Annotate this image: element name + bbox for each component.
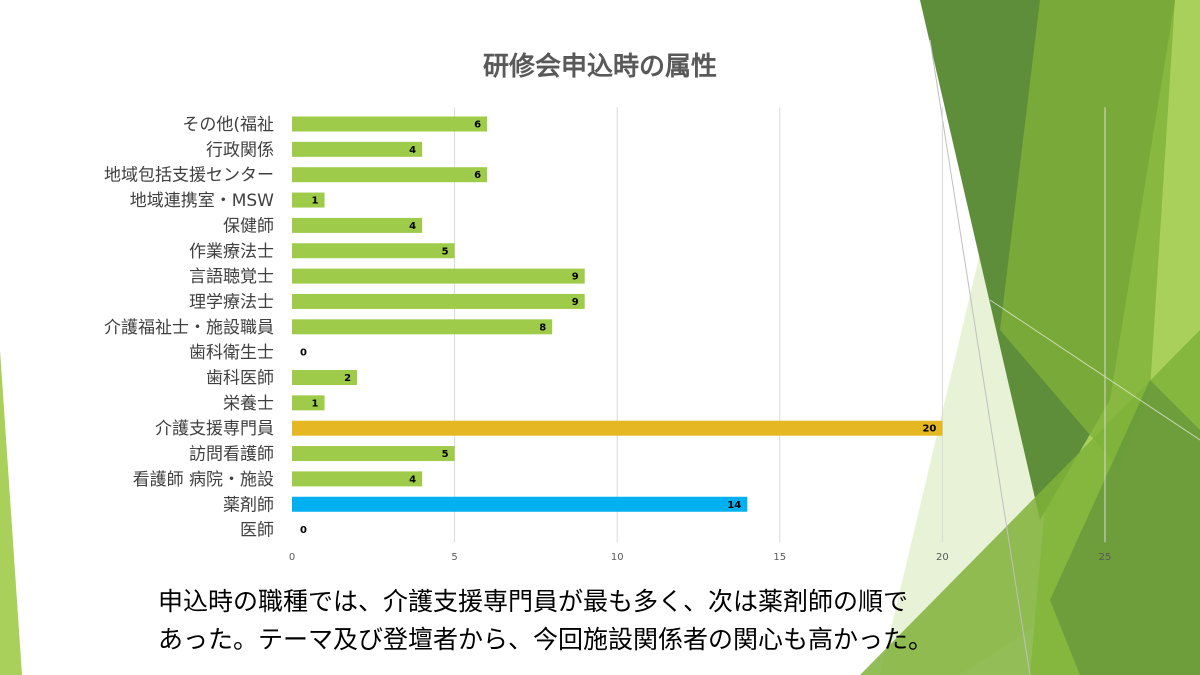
category-label: その他(福祉 bbox=[182, 115, 274, 135]
bar bbox=[292, 217, 423, 233]
category-label: 行政関係 bbox=[206, 140, 274, 160]
x-axis-ticks: 0 5 10 15 20 25 bbox=[289, 552, 1112, 563]
bar bbox=[292, 319, 553, 335]
bar bbox=[292, 116, 488, 132]
category-label: 理学療法士 bbox=[189, 292, 274, 312]
bar-value-label: 4 bbox=[409, 221, 416, 232]
category-label: 歯科医師 bbox=[206, 369, 274, 389]
bar bbox=[292, 370, 358, 385]
category-label: 看護師 病院・施設 bbox=[133, 470, 274, 490]
bar-value-label: 1 bbox=[312, 196, 319, 207]
x-tick-label: 5 bbox=[451, 552, 457, 563]
deco-line bbox=[989, 299, 1200, 441]
bar-value-label: 1 bbox=[312, 398, 319, 409]
slide-caption: 申込時の職種では、介護支援専門員が最も多く、次は薬剤師の順で あった。テーマ及び… bbox=[158, 583, 1098, 659]
bar bbox=[292, 496, 748, 512]
x-tick-label: 15 bbox=[773, 552, 786, 563]
bar bbox=[292, 243, 455, 259]
bar-value-label: 4 bbox=[409, 145, 416, 156]
bar bbox=[292, 293, 585, 309]
bar-value-label: 9 bbox=[572, 272, 579, 283]
bar bbox=[292, 268, 585, 284]
bar bbox=[292, 167, 488, 183]
category-label: 作業療法士 bbox=[189, 242, 274, 262]
category-label: 保健師 bbox=[223, 216, 274, 236]
bar bbox=[292, 395, 325, 411]
category-label: 介護支援専門員 bbox=[155, 419, 274, 439]
caption-line-1: 申込時の職種では、介護支援専門員が最も多く、次は薬剤師の順で bbox=[158, 587, 909, 616]
bar-value-label: 5 bbox=[442, 246, 449, 257]
bar-value-label: 5 bbox=[442, 449, 449, 460]
x-tick-label: 25 bbox=[1099, 552, 1112, 563]
x-tick-label: 10 bbox=[611, 552, 624, 563]
category-label: 地域連携室・MSW bbox=[130, 191, 274, 211]
deco-left-sliver bbox=[0, 350, 22, 675]
bar-value-label: 4 bbox=[409, 474, 416, 485]
bar bbox=[292, 420, 943, 436]
bar-value-label: 0 bbox=[300, 525, 307, 536]
bar-value-label: 6 bbox=[474, 170, 481, 181]
x-tick-label: 20 bbox=[936, 552, 949, 563]
deco-mid-facet bbox=[1000, 0, 1175, 470]
category-label: 言語聴覚士 bbox=[189, 267, 274, 287]
category-label: 歯科衛生士 bbox=[189, 343, 274, 363]
bar bbox=[292, 192, 325, 208]
category-label: 栄養士 bbox=[223, 394, 274, 414]
x-tick-label: 0 bbox=[289, 552, 295, 563]
bar bbox=[292, 471, 423, 487]
category-label: 医師 bbox=[240, 521, 274, 541]
category-label: 地域包括支援センター bbox=[104, 166, 274, 186]
bar-value-label: 9 bbox=[572, 297, 579, 308]
chart-title: 研修会申込時の属性 bbox=[482, 52, 717, 82]
bar-value-label: 14 bbox=[727, 500, 741, 511]
bar bbox=[292, 446, 455, 462]
category-label: 介護福祉士・施設職員 bbox=[104, 318, 274, 338]
bar-value-label: 2 bbox=[344, 373, 351, 384]
bar bbox=[292, 141, 423, 157]
category-label: 訪問看護師 bbox=[189, 445, 274, 465]
bar-value-label: 0 bbox=[300, 348, 307, 359]
deco-line bbox=[929, 39, 1031, 675]
caption-line-2: あった。テーマ及び登壇者から、今回施設関係者の関心も高かった。 bbox=[158, 625, 934, 654]
bar-value-label: 20 bbox=[922, 424, 936, 435]
bar-value-label: 8 bbox=[539, 322, 546, 333]
category-label: 薬剤師 bbox=[223, 495, 274, 515]
deco-lower-dark bbox=[1050, 380, 1200, 675]
bar-value-label: 6 bbox=[474, 120, 481, 131]
